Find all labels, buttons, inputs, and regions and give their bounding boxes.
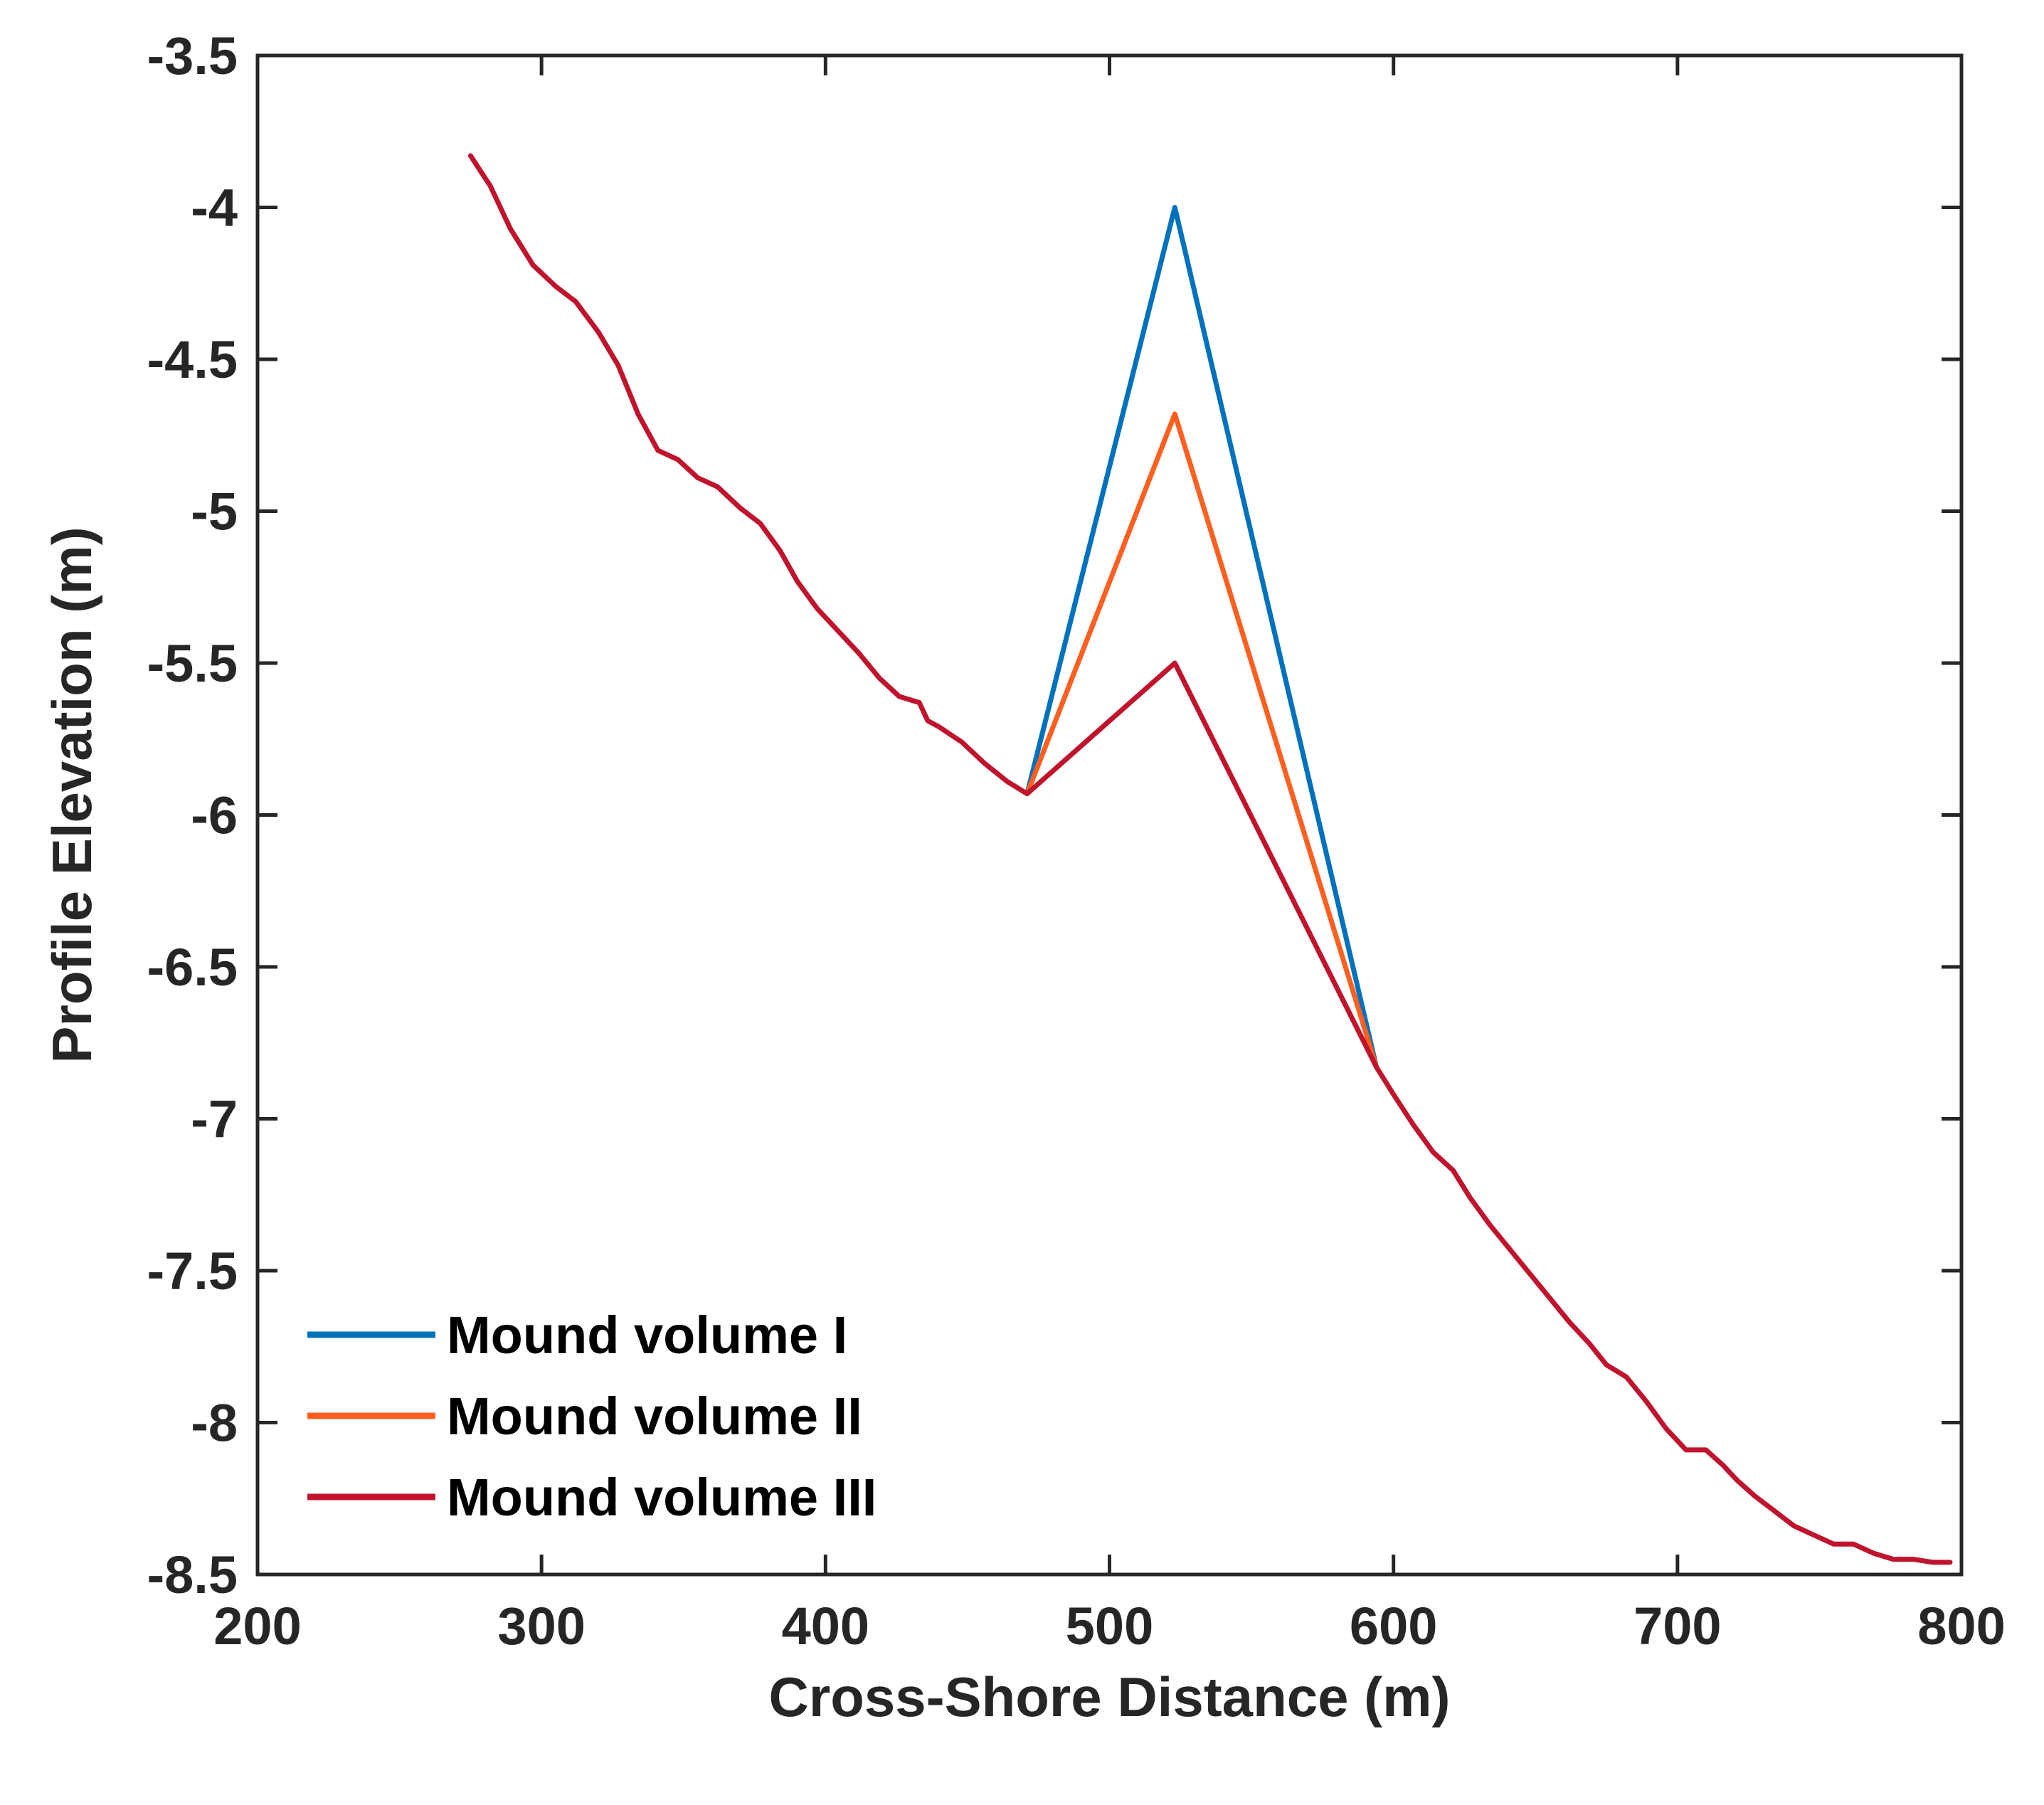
plot-area	[258, 55, 1961, 1574]
y-tick-label-6: -6.5	[147, 938, 238, 997]
x-tick-label-5: 700	[1633, 1597, 1721, 1656]
legend-label-2: Mound volume II	[447, 1387, 862, 1446]
x-tick-label-4: 600	[1350, 1597, 1437, 1656]
series-line-3	[467, 153, 1953, 1565]
y-tick-label-4: -5.5	[147, 634, 238, 693]
x-axis-title: Cross-Shore Distance (m)	[769, 1666, 1451, 1728]
x-tick-label-0: 200	[213, 1597, 301, 1656]
x-tick-label-1: 300	[497, 1597, 585, 1656]
x-tick-label-2: 400	[782, 1597, 869, 1656]
axes-box	[255, 53, 1964, 1577]
legend-label-3: Mound volume III	[447, 1468, 877, 1527]
y-tick-label-2: -4.5	[147, 330, 238, 389]
series-line-1	[1024, 205, 1380, 1070]
x-tick-label-3: 500	[1066, 1597, 1153, 1656]
y-tick-label-8: -7.5	[147, 1242, 238, 1301]
y-tick-label-3: -5	[191, 482, 238, 541]
y-tick-label-5: -6	[191, 786, 238, 845]
x-tick-labels: 200 300 400 500 600 700 800	[213, 1597, 2005, 1656]
y-axis-title: Profile Elevation (m)	[41, 526, 103, 1063]
y-tick-label-7: -7	[191, 1090, 238, 1149]
series-layer	[467, 153, 1953, 1565]
y-tick-label-10: -8.5	[147, 1545, 238, 1604]
y-tick-label-1: -4	[191, 179, 238, 238]
legend-label-1: Mound volume I	[447, 1306, 847, 1365]
legend: Mound volume I Mound volume II Mound volum…	[307, 1306, 877, 1527]
y-tick-label-0: -3.5	[147, 26, 238, 85]
series-line-2	[1024, 411, 1380, 1070]
y-tick-labels: -3.5 -4 -4.5 -5 -5.5 -6 -6.5 -7 -7.5 -8 -8.5	[147, 26, 238, 1604]
x-tick-label-6: 800	[1917, 1597, 2005, 1656]
y-tick-label-9: -8	[191, 1394, 238, 1453]
